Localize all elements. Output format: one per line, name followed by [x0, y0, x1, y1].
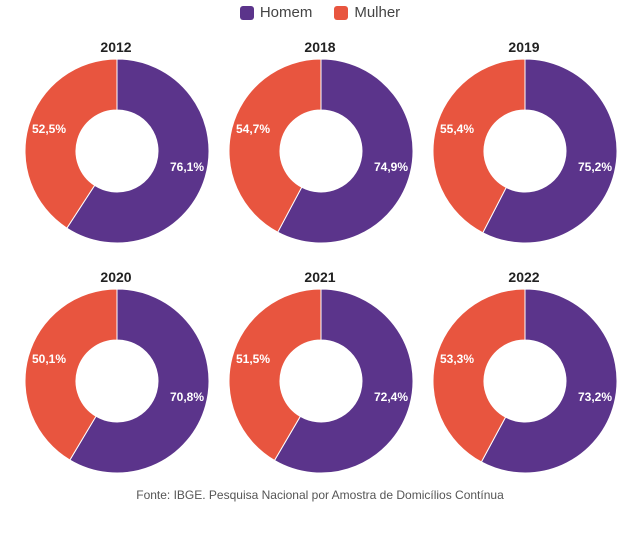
donut-chart: 73,2% 53,3% [432, 288, 618, 474]
legend-item-mulher[interactable]: Mulher [334, 4, 400, 21]
donut-panel-2012: 2012 76,1% 52,5% [14, 36, 218, 266]
data-label-mulher: 51,5% [236, 352, 270, 366]
donut-chart: 70,8% 50,1% [24, 288, 210, 474]
data-label-mulher: 52,5% [32, 122, 66, 136]
data-label-mulher: 50,1% [32, 352, 66, 366]
data-label-homem: 70,8% [170, 390, 204, 404]
donut-chart-grid: 2012 76,1% 52,5% 2018 74,9% 54,7% 2019 75,2% 55,… [14, 36, 626, 496]
legend-swatch-mulher [334, 5, 349, 20]
panel-title: 2021 [304, 269, 336, 285]
data-label-homem: 76,1% [170, 160, 204, 174]
donut-chart: 76,1% 52,5% [24, 58, 210, 244]
slice-mulher[interactable] [24, 58, 118, 229]
slice-mulher[interactable] [228, 288, 322, 462]
legend-item-homem[interactable]: Homem [239, 4, 313, 21]
legend-label-homem: Homem [259, 4, 313, 21]
slice-mulher[interactable] [432, 288, 526, 463]
legend-swatch-homem [239, 5, 254, 20]
slice-homem[interactable] [277, 58, 414, 244]
data-label-mulher: 55,4% [440, 122, 474, 136]
slice-mulher[interactable] [228, 58, 322, 233]
legend-label-mulher: Mulher [354, 4, 401, 21]
slice-homem[interactable] [66, 58, 210, 244]
data-label-homem: 74,9% [374, 160, 408, 174]
chart-legend: Homem Mulher [0, 4, 640, 21]
data-label-homem: 72,4% [374, 390, 408, 404]
donut-chart: 72,4% 51,5% [228, 288, 414, 474]
panel-title: 2019 [508, 39, 540, 55]
data-label-mulher: 53,3% [440, 352, 474, 366]
slice-mulher[interactable] [24, 288, 118, 461]
donut-panel-2020: 2020 70,8% 50,1% [14, 266, 218, 496]
source-note: Fonte: IBGE. Pesquisa Nacional por Amost… [136, 488, 504, 502]
data-label-homem: 75,2% [578, 160, 612, 174]
panel-title: 2012 [100, 39, 132, 55]
donut-chart: 74,9% 54,7% [228, 58, 414, 244]
slice-homem[interactable] [480, 288, 618, 474]
data-label-homem: 73,2% [578, 390, 612, 404]
panel-title: 2018 [304, 39, 336, 55]
donut-chart: 75,2% 55,4% [432, 58, 618, 244]
slice-homem[interactable] [273, 288, 414, 474]
data-label-mulher: 54,7% [236, 122, 270, 136]
panel-title: 2022 [508, 269, 540, 285]
panel-title: 2020 [100, 269, 132, 285]
slice-homem[interactable] [69, 288, 210, 474]
slice-mulher[interactable] [432, 58, 526, 234]
slice-homem[interactable] [482, 58, 618, 244]
donut-panel-2019: 2019 75,2% 55,4% [422, 36, 626, 266]
donut-panel-2018: 2018 74,9% 54,7% [218, 36, 422, 266]
donut-panel-2022: 2022 73,2% 53,3% [422, 266, 626, 496]
donut-panel-2021: 2021 72,4% 51,5% [218, 266, 422, 496]
